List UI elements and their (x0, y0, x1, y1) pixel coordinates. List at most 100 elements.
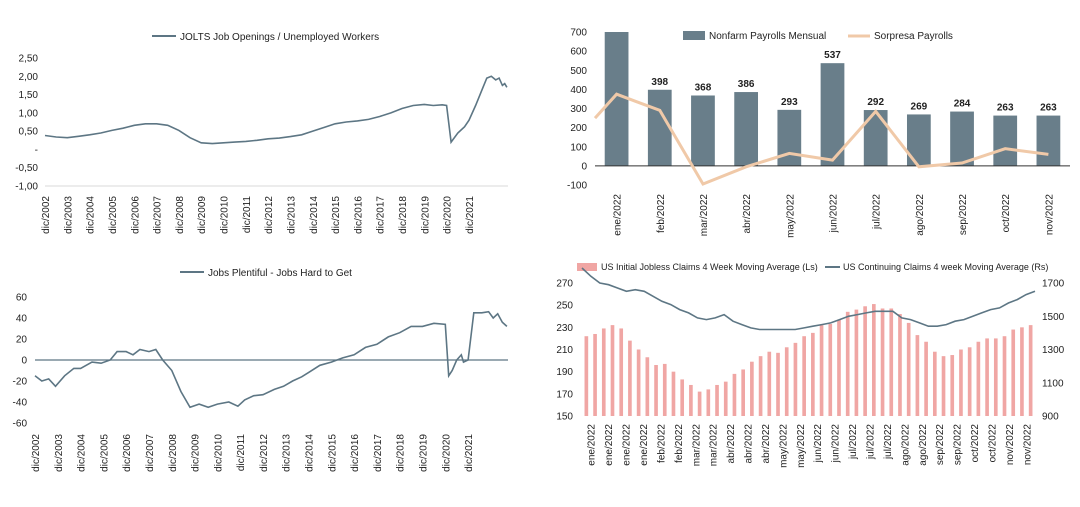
y-tick-label: 0 (581, 161, 587, 172)
y-tick-label: - (35, 145, 38, 156)
bar (811, 332, 815, 416)
bar (619, 328, 624, 416)
bar-data-label: 284 (954, 99, 971, 110)
bar (706, 389, 711, 416)
y-tick-label-left: 170 (556, 389, 573, 400)
x-tick-label: dic/2003 (63, 196, 74, 234)
y-tick-label: 700 (570, 28, 587, 39)
y-tick-label: 40 (16, 314, 28, 325)
x-tick-label: nov/2022 (1005, 424, 1016, 466)
legend-swatch-initial (577, 263, 597, 271)
y-tick-label: 500 (570, 66, 587, 77)
bar (889, 308, 894, 416)
x-tick-label: dic/2015 (327, 434, 338, 472)
bar (758, 356, 763, 416)
x-tick-label: abr/2022 (742, 194, 753, 234)
x-tick-label: dic/2011 (242, 196, 253, 234)
x-tick-label: dic/2006 (122, 434, 133, 472)
x-tick-label: dic/2020 (443, 196, 454, 234)
legend-swatch-nfp (683, 31, 705, 40)
legend-label-jolts: JOLTS Job Openings / Unemployed Workers (180, 32, 379, 43)
y-tick-label-left: 230 (556, 323, 573, 334)
x-tick-label: dic/2014 (305, 434, 316, 472)
x-tick-label: dic/2008 (175, 196, 186, 234)
jolts-svg: JOLTS Job Openings / Unemployed Workers 2… (15, 32, 508, 234)
bar (959, 349, 963, 416)
bar (819, 325, 824, 416)
jolts-chart: JOLTS Job Openings / Unemployed Workers 2… (0, 0, 540, 250)
bar (601, 328, 606, 416)
series-line-jolts (44, 75, 508, 145)
y-tick-label: 0 (21, 356, 27, 367)
bar (837, 319, 841, 416)
x-tick-label: dic/2013 (282, 434, 293, 472)
bar-data-label: 263 (997, 103, 1014, 114)
x-tick-label: dic/2012 (259, 434, 270, 472)
x-tick-label: abr/2022 (726, 424, 737, 464)
x-tick-label: ago/2022 (918, 424, 929, 466)
bar (584, 336, 589, 416)
y-tick-label-right: 1700 (1042, 279, 1065, 290)
bar (820, 63, 845, 166)
x-tick-label: dic/2014 (309, 196, 320, 234)
bar (932, 351, 937, 416)
x-tick-label: dic/2010 (213, 434, 224, 472)
x-tick-label: dic/2019 (420, 196, 431, 234)
claims-chart: US Initial Jobless Claims 4 Week Moving … (540, 252, 1080, 502)
plentiful-chart: Jobs Plentiful - Jobs Hard to Get 60 40 20 0… (0, 252, 540, 502)
x-tick-label: dic/2003 (54, 434, 65, 472)
series-line-continuing (581, 267, 1036, 331)
x-tick-label: ene/2022 (622, 424, 633, 466)
x-tick-label: dic/2020 (441, 434, 452, 472)
y-tick-label: -40 (13, 398, 28, 409)
bar (863, 110, 888, 166)
x-tick-label: dic/2016 (353, 196, 364, 234)
legend-label-continuing: US Continuing Claims 4 week Moving Avera… (843, 262, 1048, 272)
x-tick-label: dic/2012 (264, 196, 275, 234)
x-tick-label: may/2022 (778, 424, 789, 468)
y-tick-label-left: 270 (556, 279, 573, 290)
bar (863, 306, 867, 416)
x-tick-label: ene/2022 (639, 424, 650, 466)
y-tick-label: 2,50 (19, 54, 39, 65)
bar (941, 356, 946, 416)
bar (915, 335, 920, 416)
bar (610, 325, 615, 416)
bar (732, 373, 737, 416)
bar (906, 322, 911, 416)
bar (628, 340, 632, 416)
y-tick-label-left: 250 (556, 301, 573, 312)
x-tick-label: jul/2022 (848, 424, 859, 460)
y-tick-label-left: 190 (556, 367, 573, 378)
bar (906, 114, 931, 166)
y-tick-label: 200 (570, 123, 587, 134)
claims-svg: US Initial Jobless Claims 4 Week Moving … (556, 262, 1065, 468)
bar (985, 338, 989, 416)
bar (828, 324, 833, 416)
x-tick-label: mar/2022 (699, 194, 710, 237)
x-tick-label: dic/2009 (191, 434, 202, 472)
y-tick-label-right: 900 (1042, 412, 1059, 423)
x-tick-label: dic/2018 (398, 196, 409, 234)
bar (654, 365, 658, 416)
x-tick-label: feb/2022 (674, 424, 685, 463)
x-tick-label: dic/2017 (376, 196, 387, 234)
bar (604, 32, 629, 166)
y-tick-label-right: 1500 (1042, 312, 1065, 323)
y-tick-label: -60 (13, 419, 28, 430)
x-tick-label: ago/2022 (915, 194, 926, 236)
x-tick-label: ene/2022 (604, 424, 615, 466)
y-tick-label: 0,50 (19, 127, 39, 138)
x-tick-label: abr/2022 (744, 424, 755, 464)
y-tick-label: 20 (16, 335, 28, 346)
bar (976, 341, 981, 416)
x-tick-label: dic/2002 (41, 196, 52, 234)
y-tick-label: -0,50 (15, 163, 38, 174)
bar (777, 109, 802, 166)
bar (776, 352, 780, 416)
legend-label-initial: US Initial Jobless Claims 4 Week Moving … (601, 262, 818, 272)
x-tick-label: nov/2022 (1044, 194, 1055, 236)
bar (845, 311, 850, 416)
bar-data-label: 269 (911, 101, 928, 112)
bar (645, 357, 650, 416)
